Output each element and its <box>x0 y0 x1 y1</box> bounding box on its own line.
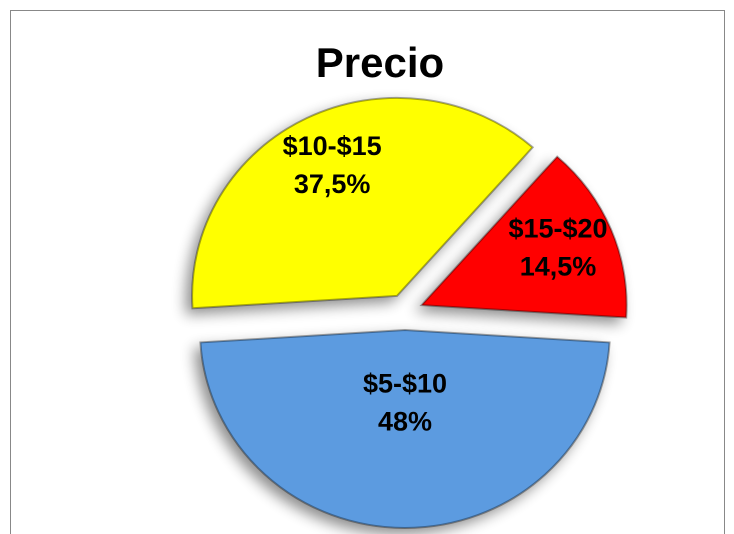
slice-value-label: 14,5% <box>520 252 597 282</box>
slice-label: $5-$10 <box>363 368 447 398</box>
pie-slice <box>199 328 611 529</box>
pie-slice <box>191 96 535 310</box>
slice-value-label: 37,5% <box>294 169 371 199</box>
slice-label: $10-$15 <box>283 131 382 161</box>
slice-value-label: 48% <box>378 406 432 436</box>
slice-label: $15-$20 <box>508 214 607 244</box>
frame <box>10 10 725 534</box>
pie-slice <box>419 155 628 319</box>
chart-title: Precio <box>316 39 444 86</box>
